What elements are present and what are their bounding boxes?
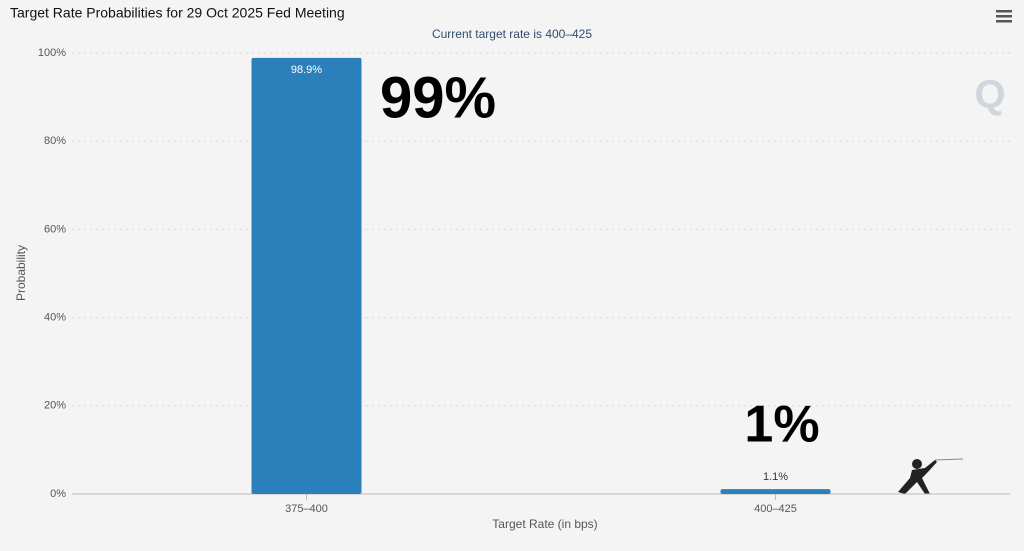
annotation: 99% bbox=[380, 65, 496, 130]
data-label: 1.1% bbox=[763, 471, 788, 483]
bar bbox=[720, 489, 831, 494]
x-tick-label: 400–425 bbox=[754, 503, 797, 515]
bar bbox=[251, 57, 362, 494]
y-tick-label: 80% bbox=[44, 135, 66, 147]
chart-title: Target Rate Probabilities for 29 Oct 202… bbox=[10, 5, 345, 21]
fencer-icon bbox=[898, 458, 964, 494]
menu-bar bbox=[996, 10, 1012, 13]
y-tick-label: 40% bbox=[44, 312, 66, 324]
chart-subtitle: Current target rate is 400–425 bbox=[432, 27, 592, 41]
menu-bar bbox=[996, 15, 1012, 18]
y-tick-label: 0% bbox=[50, 488, 66, 500]
y-tick-label: 60% bbox=[44, 223, 66, 235]
logo: Q bbox=[974, 73, 1005, 117]
menu-bar bbox=[996, 20, 1012, 23]
data-label: 98.9% bbox=[291, 64, 322, 76]
y-tick-label: 20% bbox=[44, 400, 66, 412]
y-axis-label: Probability bbox=[14, 245, 28, 301]
annotation: 1% bbox=[744, 396, 819, 454]
y-tick-label: 100% bbox=[38, 47, 66, 59]
menu-button[interactable] bbox=[996, 10, 1012, 23]
x-axis-label: Target Rate (in bps) bbox=[492, 517, 597, 531]
x-tick-label: 375–400 bbox=[285, 503, 328, 515]
